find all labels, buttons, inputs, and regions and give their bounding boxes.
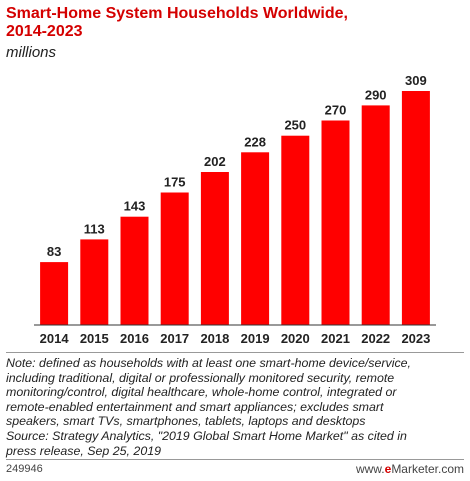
note-line: press release, Sep 25, 2019 [6, 443, 161, 458]
note-line: including traditional, digital or profes… [6, 370, 395, 385]
chart-title-line-1: Smart-Home System Households Worldwide, [6, 5, 348, 22]
brand-rest: Marketer.com [391, 462, 464, 476]
footer-divider [6, 459, 464, 460]
x-tick-label-2014: 2014 [40, 331, 70, 346]
x-tick-label-2022: 2022 [361, 331, 390, 346]
x-tick-label-2023: 2023 [401, 331, 430, 346]
bar-2018 [200, 172, 229, 325]
x-tick-label-2019: 2019 [241, 331, 270, 346]
bar-2017 [160, 192, 189, 325]
chart-subtitle: millions [6, 44, 57, 61]
brand-e: e [384, 462, 392, 476]
note-line: speakers, smart TVs, smartphones, tablet… [6, 414, 366, 429]
bar-value-label-2021: 270 [325, 103, 347, 118]
x-tick-label-2017: 2017 [160, 331, 189, 346]
bar-2023 [401, 91, 430, 325]
bar-2022 [361, 105, 390, 326]
bar-2021 [321, 120, 350, 325]
x-axis-ticks: 2014 2015 2016 2017 2018 2019 2020 2021 2022 2023 [40, 331, 431, 346]
note-line: monitoring/control, digital healthcare, … [6, 385, 397, 400]
x-tick-label-2021: 2021 [321, 331, 350, 346]
chart-title-line-2: 2014-2023 [6, 23, 83, 40]
bar-value-label-2016: 143 [124, 199, 146, 214]
bar-value-label-2014: 83 [47, 244, 61, 259]
bar-2020 [281, 135, 310, 325]
note-line: Note: defined as households with at leas… [6, 356, 411, 370]
x-tick-label-2015: 2015 [80, 331, 109, 346]
bar-2014 [40, 262, 69, 325]
emarketer-brand-link[interactable]: www.eMarketer.com [356, 462, 464, 476]
note-line: remote-enabled entertainment and smart a… [6, 399, 384, 414]
bar-value-label-2023: 309 [405, 73, 427, 88]
x-tick-label-2020: 2020 [281, 331, 310, 346]
note-divider-top [6, 352, 464, 353]
chart-title: Smart-Home System Households Worldwide, … [6, 5, 466, 41]
bar-2015 [80, 239, 109, 325]
brand-prefix: www. [355, 462, 385, 476]
bar-value-label-2022: 290 [365, 87, 387, 102]
bar-value-label-2019: 228 [244, 134, 266, 149]
note-line: Source: Strategy Analytics, "2019 Global… [6, 428, 407, 443]
bar-value-label-2017: 175 [164, 175, 186, 190]
chart-note: Note: defined as households with at leas… [6, 356, 466, 458]
bar-2019 [241, 152, 270, 325]
bar-2016 [120, 216, 149, 325]
bars-group: 83 113 143 175 202 228 250 270 290 309 [40, 73, 430, 326]
chart-id: 249946 [6, 463, 43, 475]
x-tick-label-2018: 2018 [200, 331, 229, 346]
bar-value-label-2018: 202 [204, 154, 226, 169]
x-tick-label-2016: 2016 [120, 331, 149, 346]
bar-value-label-2015: 113 [84, 221, 105, 236]
bar-value-label-2020: 250 [284, 118, 306, 133]
